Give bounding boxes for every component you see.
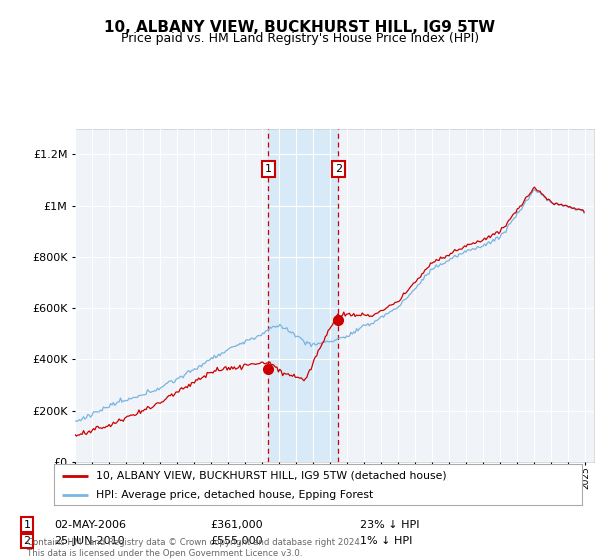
Text: HPI: Average price, detached house, Epping Forest: HPI: Average price, detached house, Eppi… bbox=[96, 490, 373, 500]
Text: 2: 2 bbox=[23, 536, 31, 546]
Text: 10, ALBANY VIEW, BUCKHURST HILL, IG9 5TW: 10, ALBANY VIEW, BUCKHURST HILL, IG9 5TW bbox=[104, 20, 496, 35]
Text: £361,000: £361,000 bbox=[210, 520, 263, 530]
Text: 02-MAY-2006: 02-MAY-2006 bbox=[54, 520, 126, 530]
Text: 23% ↓ HPI: 23% ↓ HPI bbox=[360, 520, 419, 530]
Text: £555,000: £555,000 bbox=[210, 536, 263, 546]
Text: 1: 1 bbox=[265, 164, 272, 174]
Bar bbox=[268, 129, 338, 462]
Text: Contains HM Land Registry data © Crown copyright and database right 2024.
This d: Contains HM Land Registry data © Crown c… bbox=[27, 538, 362, 558]
Text: 1: 1 bbox=[23, 520, 31, 530]
Text: 25-JUN-2010: 25-JUN-2010 bbox=[54, 536, 125, 546]
Text: 2: 2 bbox=[335, 164, 342, 174]
Text: Price paid vs. HM Land Registry's House Price Index (HPI): Price paid vs. HM Land Registry's House … bbox=[121, 32, 479, 45]
Text: 1% ↓ HPI: 1% ↓ HPI bbox=[360, 536, 412, 546]
Text: 10, ALBANY VIEW, BUCKHURST HILL, IG9 5TW (detached house): 10, ALBANY VIEW, BUCKHURST HILL, IG9 5TW… bbox=[96, 471, 447, 480]
